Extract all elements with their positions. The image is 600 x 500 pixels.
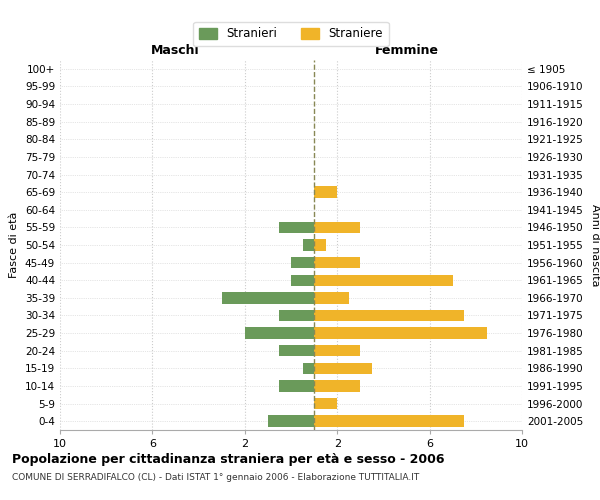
Bar: [314, 362, 372, 374]
Bar: [280, 222, 314, 233]
Bar: [222, 292, 314, 304]
Bar: [291, 274, 314, 286]
Bar: [314, 292, 349, 304]
Bar: [314, 398, 337, 409]
Bar: [314, 345, 360, 356]
Bar: [314, 240, 326, 250]
Bar: [314, 416, 464, 427]
Bar: [291, 257, 314, 268]
Text: Maschi: Maschi: [151, 44, 200, 58]
Bar: [314, 380, 360, 392]
Text: COMUNE DI SERRADIFALCO (CL) - Dati ISTAT 1° gennaio 2006 - Elaborazione TUTTITAL: COMUNE DI SERRADIFALCO (CL) - Dati ISTAT…: [12, 472, 419, 482]
Bar: [314, 186, 337, 198]
Bar: [302, 362, 314, 374]
Bar: [280, 380, 314, 392]
Text: Popolazione per cittadinanza straniera per età e sesso - 2006: Popolazione per cittadinanza straniera p…: [12, 452, 445, 466]
Bar: [280, 310, 314, 321]
Bar: [268, 416, 314, 427]
Bar: [302, 240, 314, 250]
Y-axis label: Anni di nascita: Anni di nascita: [590, 204, 600, 286]
Bar: [245, 328, 314, 339]
Bar: [314, 222, 360, 233]
Bar: [314, 257, 360, 268]
Bar: [314, 328, 487, 339]
Bar: [280, 345, 314, 356]
Y-axis label: Fasce di età: Fasce di età: [10, 212, 19, 278]
Bar: [314, 310, 464, 321]
Bar: [314, 274, 453, 286]
Legend: Stranieri, Straniere: Stranieri, Straniere: [193, 22, 389, 46]
Text: Femmine: Femmine: [374, 44, 439, 58]
